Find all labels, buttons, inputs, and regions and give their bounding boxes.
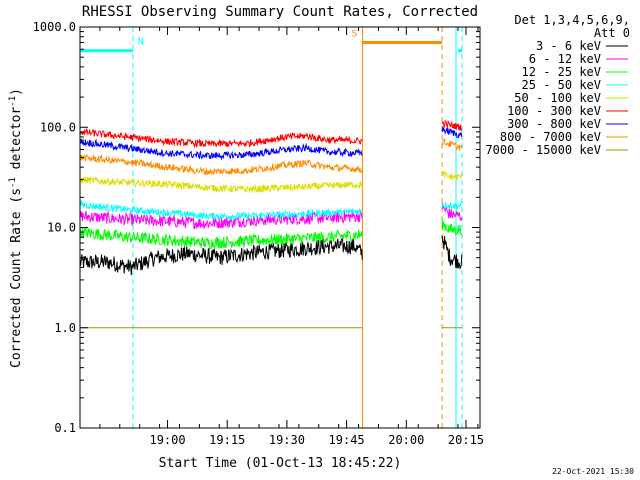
x-tick-label: 19:00 [149,433,185,447]
legend-label: 7000 - 15000 keV [485,143,601,157]
series-line [441,171,462,181]
y-axis: 0.1 1.0 10.0 100.0 1000.0 [33,20,480,435]
series-line [441,203,463,221]
legend-label: 300 - 800 keV [507,117,601,131]
legend-label: 800 - 7000 keV [500,130,601,144]
legend-label: 12 - 25 keV [522,65,601,79]
series-line [79,199,363,222]
mode-flag-label: S [351,29,357,40]
legend-label: 3 - 6 keV [536,39,601,53]
y-tick-label: 10.0 [47,221,76,235]
series-line [79,127,363,149]
series-line [441,137,463,151]
x-tick-label: 19:45 [329,433,365,447]
series-line [441,126,463,139]
mode-flags: NS [80,29,462,53]
legend-header-attenuator: Att 0 [594,26,630,40]
y-tick-label: 0.1 [54,421,76,435]
legend-label: 100 - 300 keV [507,104,601,118]
series-line [441,235,463,270]
legend-label: 25 - 50 keV [522,78,601,92]
x-tick-label: 19:15 [209,433,245,447]
series-line [79,209,363,230]
y-tick-label: 100.0 [40,120,76,134]
series-line [441,217,463,236]
y-axis-label: Corrected Count Rate (s-1 detector-1) [8,88,24,368]
series-line [79,176,363,194]
legend-label: 6 - 12 keV [529,52,601,66]
legend-label: 50 - 100 keV [514,91,601,105]
mode-flag-label: N [138,37,144,48]
series-line [79,238,363,276]
x-axis-label: Start Time (01-Oct-13 18:45:22) [159,456,402,471]
series-line [79,138,363,161]
series-line [79,153,363,176]
series-line [79,226,363,250]
y-tick-label: 1.0 [54,321,76,335]
legend-header-detectors: Det 1,3,4,5,6,9, [514,13,630,27]
x-tick-label: 20:15 [448,433,484,447]
x-tick-label: 19:30 [269,433,305,447]
chart-title: RHESSI Observing Summary Count Rates, Co… [82,4,478,20]
x-axis: 19:00 19:15 19:30 19:45 20:00 20:15 [79,27,484,447]
y-tick-label: 1000.0 [33,20,76,34]
series-line [441,201,463,211]
series-lines [79,119,463,329]
generation-timestamp: 22-Oct-2021 15:30 [552,467,634,476]
x-tick-label: 20:00 [388,433,424,447]
series-line [441,119,463,132]
